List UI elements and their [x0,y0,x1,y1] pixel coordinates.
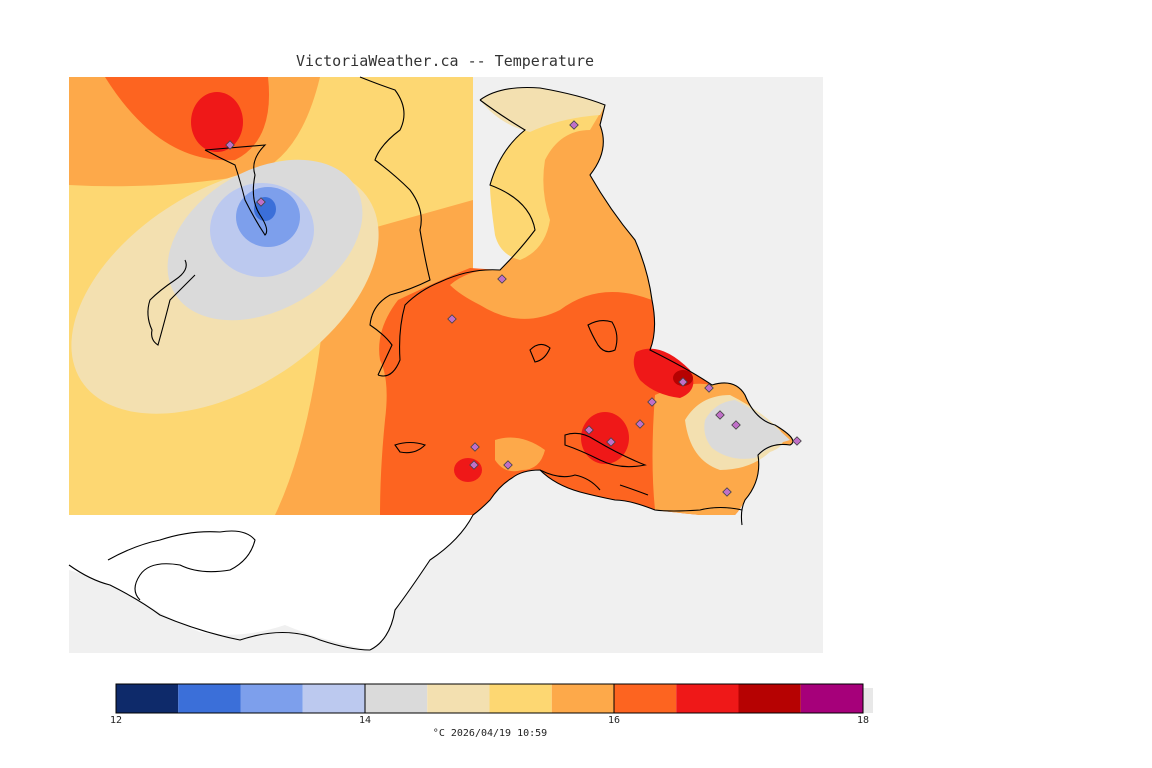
warm-cell-north [191,92,243,152]
colorbar-band [302,684,365,713]
legend-timestamp: 2026/04/19 10:59 [450,728,548,739]
station-marker[interactable] [225,140,235,150]
colorbar-band [116,684,179,713]
south-land-mass [69,515,473,650]
station-marker[interactable] [584,425,594,435]
colorbar-band [240,684,303,713]
legend-caption: °C 2026/04/19 10:59 [0,728,980,739]
station-marker[interactable] [606,437,616,447]
colorbar [115,683,873,714]
station-marker[interactable] [503,460,513,470]
colorbar-tick-label: 14 [358,715,372,726]
station-marker[interactable] [678,377,688,387]
colorbar-band [800,684,863,713]
colorbar-band [427,684,490,713]
contour-layer [69,77,473,515]
colorbar-shadow [863,688,873,713]
station-marker[interactable] [469,460,479,470]
station-marker[interactable] [792,436,802,446]
colorbar-band [551,684,614,713]
page-title: VictoriaWeather.ca -- Temperature [295,52,594,70]
station-marker[interactable] [647,397,657,407]
station-marker[interactable] [256,197,266,207]
station-marker[interactable] [447,314,457,324]
station-marker[interactable] [635,419,645,429]
station-marker[interactable] [715,410,725,420]
colorbar-tick-label: 16 [607,715,621,726]
warm-cell-east [633,348,694,398]
colorbar-tick-label: 12 [109,715,123,726]
colorbar-tick-label: 18 [856,715,870,726]
warm-cell-south [581,412,629,464]
colorbar-band [738,684,801,713]
legend-units: °C [432,728,445,739]
station-marker[interactable] [722,487,732,497]
coastlines [68,76,794,651]
station-marker[interactable] [731,420,741,430]
colorbar-band [676,684,739,713]
station-marker[interactable] [569,120,579,130]
colorbar-band [489,684,552,713]
station-marker[interactable] [704,383,714,393]
colorbar-band [614,684,677,713]
station-marker[interactable] [470,442,480,452]
station-markers [225,120,802,497]
colorbar-band [365,684,428,713]
colorbar-band [178,684,241,713]
station-marker[interactable] [497,274,507,284]
warm-cell-west [454,458,482,482]
east-land [379,87,793,515]
